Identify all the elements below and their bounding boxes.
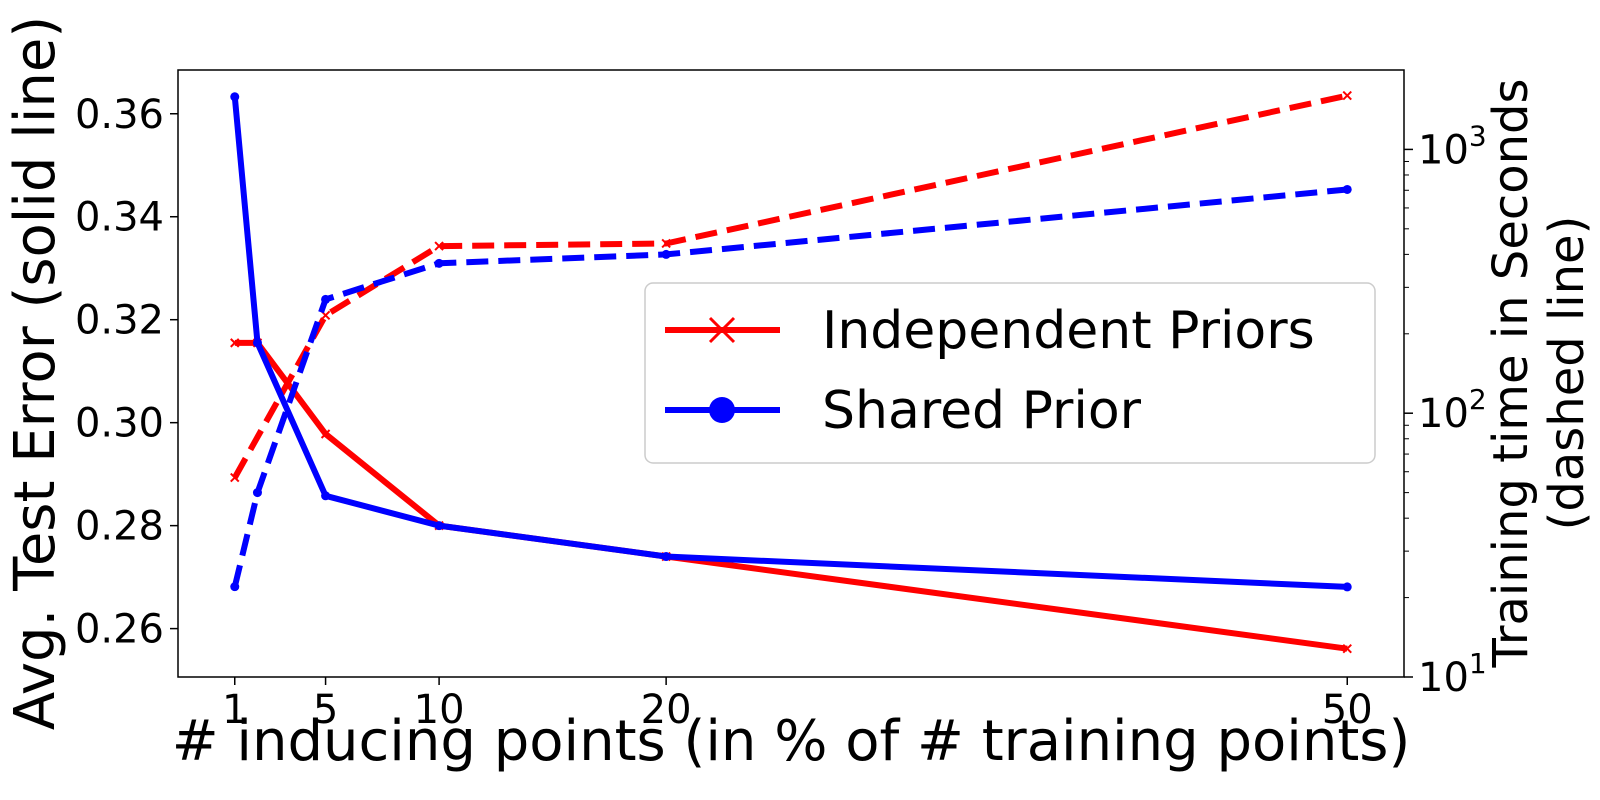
x-tick-label: 20: [641, 687, 692, 733]
shared-prior-error-point: [230, 92, 240, 102]
independent-priors-time-point: [230, 472, 240, 483]
left-tick-label: 0.32: [75, 298, 164, 344]
legend-x-marker: [708, 316, 736, 344]
independent-priors-error-point: [230, 338, 240, 348]
legend: Independent Priors Shared Prior: [644, 282, 1376, 464]
x-tick-label: 50: [1322, 687, 1373, 733]
shared-prior-time-point: [321, 294, 331, 304]
shared-prior-time-point: [661, 249, 671, 259]
legend-box: [644, 282, 1376, 464]
independent-priors-time-point: [661, 238, 671, 249]
shared-prior-time-point: [230, 582, 240, 592]
right-y-axis-label-line1: Training time in Seconds: [1483, 78, 1539, 668]
shared-prior-error-point: [434, 521, 444, 531]
x-tick-label: 5: [313, 687, 338, 733]
right-tick-label: 102: [1418, 383, 1487, 437]
shared-prior-time-point: [1342, 184, 1352, 194]
right-tick-label: 101: [1418, 647, 1487, 701]
right-tick-exponent: 1: [1469, 647, 1487, 680]
left-tick-label: 0.26: [75, 607, 164, 653]
legend-label-shared-prior: Shared Prior: [822, 381, 1142, 441]
plot-frame: [177, 69, 1405, 678]
left-tick-label: 0.28: [75, 504, 164, 550]
shared-prior-error-point: [661, 552, 671, 562]
legend-dot-marker: [709, 397, 735, 423]
right-tick-exponent: 2: [1469, 383, 1487, 416]
shared-prior-error-point: [321, 491, 331, 501]
independent-priors-time-point: [434, 241, 444, 251]
shared-prior-time-point: [434, 258, 444, 268]
right-tick-label: 103: [1418, 119, 1487, 173]
right-tick-exponent: 3: [1469, 119, 1487, 152]
left-tick-label: 0.34: [75, 195, 164, 241]
shared-prior-time-point: [252, 488, 262, 498]
legend-label-independent-priors: Independent Priors: [822, 301, 1315, 361]
independent-priors-error-point: [320, 429, 331, 439]
x-axis-label: # inducing points (in % of # training po…: [172, 709, 1411, 774]
independent-priors-time-line: [232, 92, 1348, 480]
left-tick-label: 0.30: [75, 401, 164, 447]
shared-prior-error-point: [1342, 582, 1352, 592]
shared-prior-error-line: [231, 96, 1348, 590]
shared-prior-time-line: [231, 186, 1348, 588]
left-tick-label: 0.36: [75, 92, 164, 138]
shared-prior-error-point: [252, 338, 262, 348]
independent-priors-time-point: [1342, 90, 1352, 101]
x-tick-label: 10: [414, 687, 465, 733]
right-y-axis-label-line2: (dashed line): [1539, 216, 1595, 531]
left-y-axis-label: Avg. Test Error (solid line): [3, 16, 68, 730]
x-tick-label: 1: [222, 687, 247, 733]
independent-priors-error-point: [1342, 643, 1352, 654]
